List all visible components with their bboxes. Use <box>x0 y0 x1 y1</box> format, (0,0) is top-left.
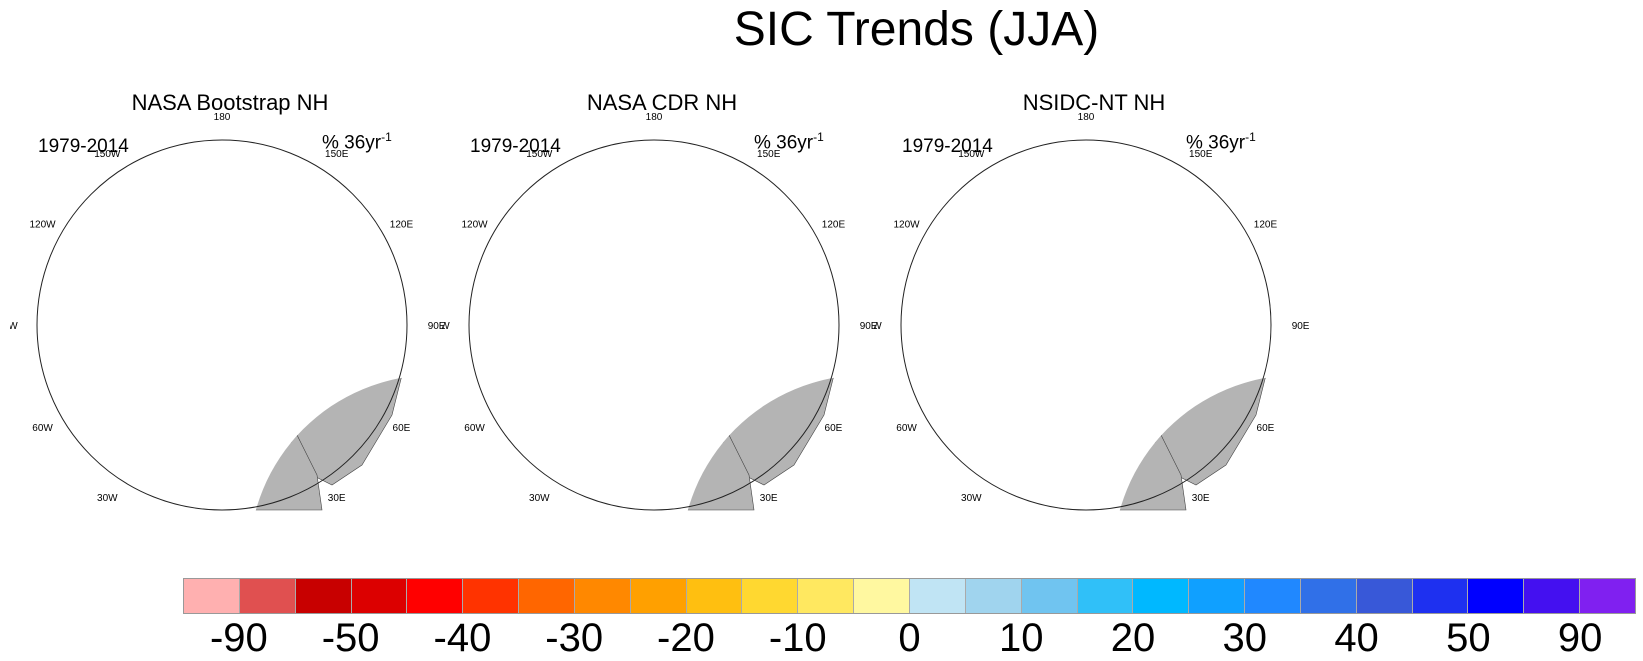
colorbar-swatch <box>1077 579 1134 613</box>
colorbar <box>183 578 1636 614</box>
colorbar-swatch <box>1412 579 1469 613</box>
map-panel: NSIDC-NT NH 1979-2014 % 36yr-1 180 150E 120E 9… <box>874 90 1314 530</box>
longitude-label: 60E <box>1257 423 1275 434</box>
longitude-label: 30W <box>961 493 982 504</box>
colorbar-swatch <box>239 579 296 613</box>
colorbar-swatch <box>1300 579 1357 613</box>
panel-title: NASA CDR NH <box>586 90 738 115</box>
longitude-label: 120E <box>1254 219 1278 230</box>
colorbar-swatch <box>1356 579 1413 613</box>
colorbar-swatch <box>854 579 910 613</box>
units-label: % 36yr-1 <box>754 130 824 154</box>
longitude-label: 90W <box>10 321 18 332</box>
longitude-label: 120W <box>893 219 920 230</box>
longitude-label: 120E <box>822 219 846 230</box>
longitude-label: 60E <box>825 423 843 434</box>
longitude-label: 30W <box>529 493 550 504</box>
longitude-label: 60W <box>32 423 53 434</box>
colorbar-tick-label: -10 <box>768 616 827 660</box>
colorbar-swatch <box>686 579 743 613</box>
colorbar-tick-label: 90 <box>1557 616 1603 660</box>
panel-title: NSIDC-NT NH <box>1022 90 1166 115</box>
longitude-label: 120W <box>29 219 56 230</box>
longitude-label: 30W <box>97 493 118 504</box>
panel-title: NASA Bootstrap NH <box>131 90 329 115</box>
longitude-label: 90W <box>442 321 450 332</box>
colorbar-swatch <box>1245 579 1301 613</box>
colorbar-tick-label: 10 <box>999 616 1044 660</box>
colorbar-swatch <box>965 579 1022 613</box>
longitude-label: 30E <box>328 493 346 504</box>
colorbar-swatch <box>798 579 855 613</box>
colorbar-tick-label: 30 <box>1222 616 1268 660</box>
colorbar-tick-label: 40 <box>1334 616 1379 660</box>
period-label: 1979-2014 <box>902 136 993 157</box>
colorbar-swatch <box>630 579 687 613</box>
longitude-label: 180 <box>646 112 663 123</box>
longitude-label: 30E <box>760 493 778 504</box>
polar-map: 180150E120E90E60E30E030W60W90W120W150W <box>442 112 878 511</box>
colorbar-swatch <box>1021 579 1078 613</box>
colorbar-tick-label: -90 <box>209 616 268 660</box>
colorbar-swatch <box>407 579 464 613</box>
longitude-label: 180 <box>1078 112 1095 123</box>
colorbar-tick-label: 0 <box>898 616 921 660</box>
longitude-label: 150W <box>526 149 553 160</box>
longitude-label: 90W <box>874 321 882 332</box>
colorbar-swatch <box>463 579 520 613</box>
longitude-label: 60W <box>896 423 917 434</box>
colorbar-swatch <box>909 579 966 613</box>
units-label: % 36yr-1 <box>322 130 392 154</box>
polar-map: 180150E120E90E60E30E030W60W90W120W150W <box>10 112 446 511</box>
colorbar-swatch <box>1524 579 1581 613</box>
longitude-label: 150E <box>325 149 349 160</box>
colorbar-labels: -90 -50 -40 -30 -20 -10 0 10 20 30 40 50 90 <box>183 616 1636 660</box>
colorbar-swatch <box>519 579 575 613</box>
longitude-label: 120W <box>461 219 488 230</box>
colorbar-swatch <box>574 579 631 613</box>
longitude-label: 90E <box>1292 321 1310 332</box>
colorbar-swatch <box>1468 579 1525 613</box>
colorbar-swatch <box>351 579 408 613</box>
period-label: 1979-2014 <box>38 136 129 157</box>
longitude-label: 30E <box>1192 493 1210 504</box>
longitude-label: 60E <box>393 423 411 434</box>
longitude-label: 150E <box>1189 149 1213 160</box>
longitude-label: 150E <box>757 149 781 160</box>
colorbar-tick-label: -30 <box>545 616 604 660</box>
period-label: 1979-2014 <box>470 136 561 157</box>
map-panel: NASA Bootstrap NH 1979-2014 % 36yr-1 180 150… <box>10 90 450 530</box>
colorbar-tick-label: 20 <box>1110 616 1156 660</box>
colorbar-swatch <box>742 579 799 613</box>
longitude-label: 90E <box>428 321 446 332</box>
longitude-label: 120E <box>390 219 414 230</box>
longitude-label: 60W <box>464 423 485 434</box>
colorbar-tick-label: 50 <box>1446 616 1491 660</box>
colorbar-swatch <box>295 579 352 613</box>
units-label: % 36yr-1 <box>1186 130 1256 154</box>
figure-title: SIC Trends (JJA) <box>733 3 1100 56</box>
map-panel: NASA CDR NH 1979-2014 % 36yr-1 180 150E 120E 9… <box>442 90 882 530</box>
longitude-label: 90E <box>860 321 878 332</box>
colorbar-tick-label: -50 <box>321 616 380 660</box>
polar-map: 180150E120E90E60E30E030W60W90W120W150W <box>874 112 1310 511</box>
colorbar-tick-label: -40 <box>433 616 492 660</box>
colorbar-swatch <box>1580 579 1635 613</box>
longitude-label: 150W <box>958 149 985 160</box>
longitude-label: 150W <box>94 149 121 160</box>
colorbar-swatch <box>184 579 240 613</box>
colorbar-swatch <box>1189 579 1246 613</box>
colorbar-tick-label: -20 <box>657 616 715 660</box>
longitude-label: 180 <box>214 112 231 123</box>
colorbar-swatch <box>1133 579 1190 613</box>
